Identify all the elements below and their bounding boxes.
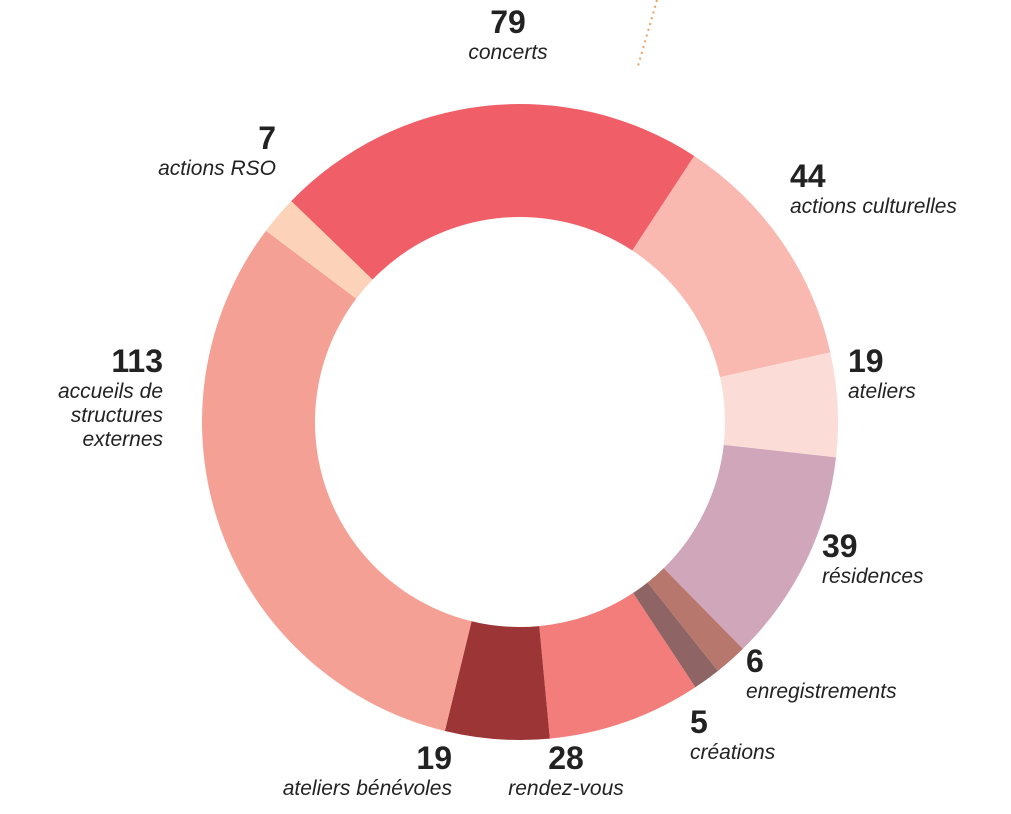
value-label: 7 — [258, 120, 276, 156]
value-label: 5 — [690, 704, 708, 740]
slice — [265, 201, 373, 299]
slice-label: 7 actions RSO — [158, 120, 276, 181]
slice-label: 6 enregistrements — [746, 643, 897, 704]
slice-label: 44 actions culturelles — [790, 158, 957, 219]
value-label: 79 — [490, 4, 526, 40]
value-label: 113 — [111, 343, 163, 379]
value-label: 28 — [548, 740, 584, 776]
category-label: ateliers bénévoles — [282, 776, 452, 800]
slice — [444, 621, 550, 740]
value-label: 6 — [746, 643, 764, 679]
category-label: actions culturelles — [790, 194, 957, 218]
category-label: créations — [690, 740, 776, 764]
slice-label: 19 ateliers bénévoles — [283, 740, 452, 801]
value-label: 19 — [416, 740, 452, 776]
category-label: résidences — [822, 564, 924, 588]
slice — [201, 230, 472, 731]
slice — [632, 155, 831, 378]
slice-label: 28 rendez-vous — [416, 740, 716, 801]
slice-label: 113 accueils de structures externes — [13, 343, 163, 452]
slice — [633, 582, 718, 688]
slice-label: 5 créations — [690, 704, 775, 765]
slice-label: 39 résidences — [822, 528, 924, 589]
category-label: enregistrements — [746, 679, 897, 703]
category-label: concerts — [468, 40, 548, 64]
slice — [720, 352, 838, 458]
slice — [539, 593, 696, 739]
slice — [291, 103, 695, 280]
value-label: 39 — [822, 528, 858, 564]
slice-label: 19 ateliers — [848, 343, 916, 404]
value-label: 19 — [848, 343, 884, 379]
slice-label: 79 concerts — [358, 4, 658, 65]
slice — [647, 568, 743, 671]
category-label: actions RSO — [158, 156, 276, 180]
slice — [663, 444, 837, 649]
category-label: accueils de structures externes — [57, 379, 163, 452]
value-label: 44 — [790, 158, 826, 194]
category-label: ateliers — [848, 379, 916, 403]
category-label: rendez-vous — [508, 776, 624, 800]
